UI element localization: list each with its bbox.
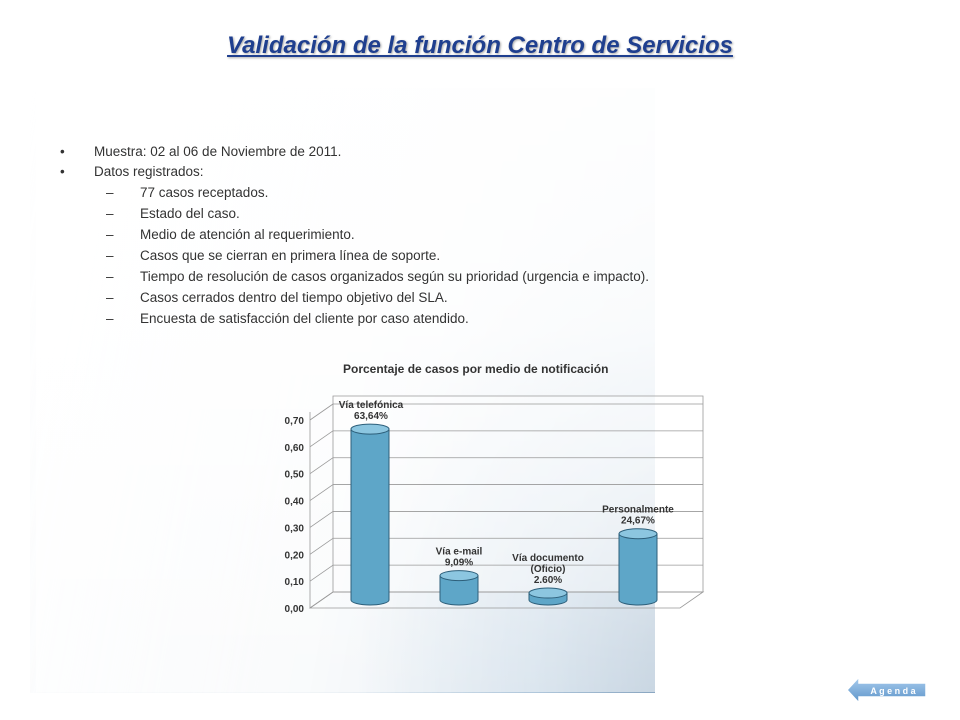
- slide-title: Validación de la función Centro de Servi…: [227, 32, 733, 59]
- y-tick-label: 0,70: [285, 416, 305, 427]
- sub-bullet-item: – Medio de atención al requerimiento.: [58, 224, 858, 245]
- data-label: Personalmente: [602, 505, 674, 516]
- data-label: Vía e-mail: [436, 547, 483, 558]
- bullet-text: Medio de atención al requerimiento.: [140, 227, 355, 242]
- bullet-marker: –: [106, 311, 114, 326]
- bullet-marker: –: [106, 248, 114, 263]
- y-tick-label: 0,60: [285, 443, 305, 454]
- bar-top: [439, 570, 479, 582]
- gridline-side: [309, 564, 334, 582]
- data-label: (Oficio): [531, 564, 566, 575]
- bullet-text: Encuesta de satisfacción del cliente por…: [140, 311, 469, 326]
- bar: [618, 533, 658, 606]
- bullet-text: Casos que se cierran en primera línea de…: [140, 248, 441, 263]
- gridline-side: [309, 403, 334, 421]
- bullet-marker: –: [106, 206, 114, 221]
- sub-bullet-item: – Casos cerrados dentro del tiempo objeti…: [58, 287, 858, 308]
- y-tick-label: 0,30: [285, 523, 305, 534]
- bullet-text: Datos registrados:: [94, 164, 204, 179]
- bullet-marker: •: [60, 164, 65, 179]
- agenda-label: A g e n d a: [870, 686, 916, 696]
- bullet-marker: –: [106, 227, 114, 242]
- bullet-text: Casos cerrados dentro del tiempo objetiv…: [140, 290, 448, 305]
- sub-bullet-item: – Encuesta de satisfacción del cliente po…: [58, 308, 858, 329]
- bullet-item: • Muestra: 02 al 06 de Noviembre de 2011.: [58, 142, 858, 162]
- bar-top: [350, 423, 390, 435]
- bar: [350, 428, 390, 606]
- bar: [439, 575, 479, 606]
- data-label: Vía documento: [512, 553, 584, 564]
- gridline-side: [309, 537, 334, 555]
- agenda-arrow-shape: [846, 675, 927, 705]
- gridline-side: [309, 511, 334, 528]
- y-tick-label: 0,50: [285, 470, 305, 481]
- bar-top: [618, 528, 658, 540]
- agenda-button[interactable]: A g e n d a: [846, 675, 928, 705]
- bullet-text: Muestra: 02 al 06 de Noviembre de 2011.: [94, 144, 342, 159]
- bar-top: [528, 587, 568, 599]
- bullet-text: 77 casos receptados.: [140, 185, 269, 200]
- gridline-side: [309, 591, 334, 609]
- bullet-marker: –: [106, 290, 114, 305]
- y-tick-label: 0,00: [285, 604, 305, 615]
- bullet-list: • Muestra: 02 al 06 de Noviembre de 2011.…: [58, 142, 858, 329]
- sub-bullet-item: – 77 casos receptados.: [58, 182, 858, 203]
- gridline-side: [309, 430, 334, 448]
- bullet-marker: –: [106, 269, 114, 284]
- bullet-marker: –: [106, 185, 114, 200]
- bullet-item: • Datos registrados:: [58, 162, 858, 182]
- bullet-marker: •: [60, 144, 65, 159]
- data-label: Vía telefónica: [339, 400, 404, 411]
- chart-title: Porcentaje de casos por medio de notific…: [343, 362, 609, 376]
- y-tick-label: 0,10: [285, 577, 305, 588]
- bullet-text: Tiempo de resolución de casos organizado…: [140, 269, 650, 284]
- sub-bullet-item: – Estado del caso.: [58, 203, 858, 224]
- bullet-text: Estado del caso.: [140, 206, 240, 221]
- sub-bullet-item: – Casos que se cierran en primera línea d…: [58, 245, 858, 266]
- y-tick-label: 0,20: [285, 550, 305, 561]
- y-tick-label: 0,40: [285, 497, 305, 508]
- data-label: 9,09%: [445, 558, 473, 569]
- data-label: 24,67%: [621, 516, 655, 527]
- data-label: 2.60%: [534, 575, 562, 586]
- sub-bullet-item: – Tiempo de resolución de casos organizad…: [58, 266, 858, 287]
- gridline-side: [309, 484, 334, 501]
- data-label: 63,64%: [354, 411, 388, 422]
- gridline-side: [309, 457, 334, 475]
